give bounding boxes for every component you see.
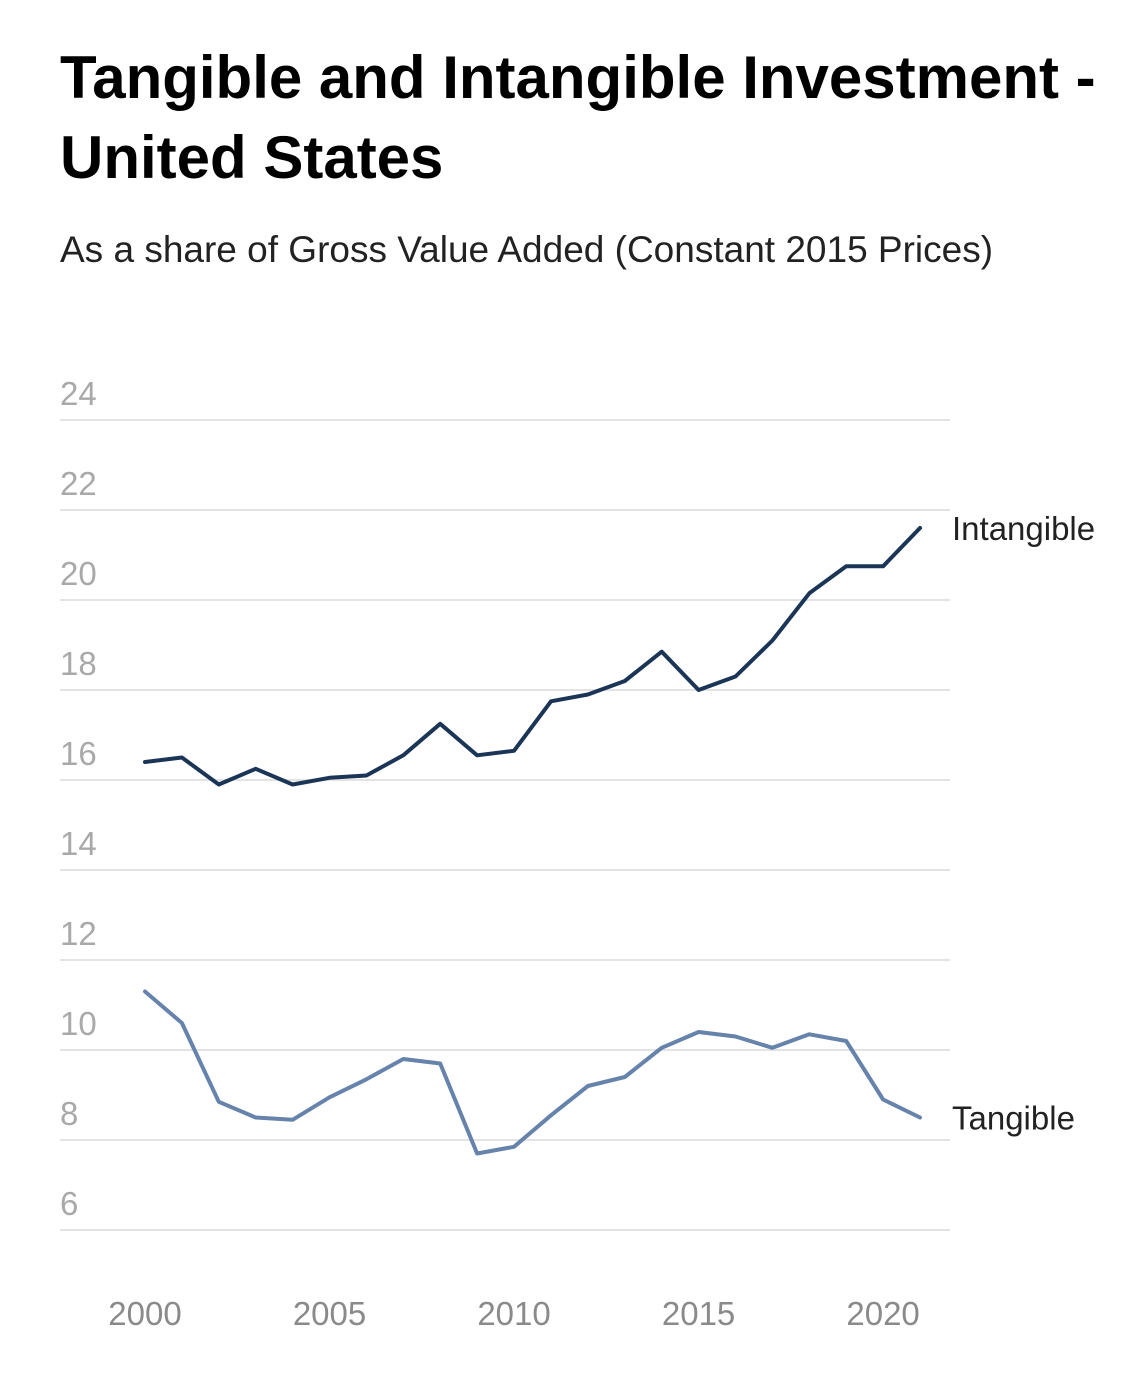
- y-tick-label: 16: [60, 735, 97, 772]
- series-lines: [143, 526, 922, 1156]
- x-tick-label: 2005: [293, 1295, 366, 1332]
- x-tick-label: 2020: [846, 1295, 919, 1332]
- series-label-intangible: Intangible: [952, 510, 1095, 547]
- series-line-intangible: [143, 526, 922, 787]
- series-line-tangible: [143, 989, 922, 1156]
- y-tick-label: 10: [60, 1005, 97, 1042]
- x-tick-label: 2010: [477, 1295, 550, 1332]
- y-tick-label: 12: [60, 915, 97, 952]
- chart-title: Tangible and Intangible Investment - Uni…: [60, 44, 1096, 191]
- y-axis: 24 22 20 18 16 14 12 10 8 6: [60, 375, 97, 1222]
- chart-subtitle: As a share of Gross Value Added (Constan…: [60, 229, 994, 270]
- series-label-tangible: Tangible: [952, 1100, 1075, 1137]
- series-labels: Intangible Tangible: [952, 510, 1095, 1137]
- y-tick-label: 20: [60, 555, 97, 592]
- gridlines: [60, 419, 950, 1231]
- x-axis: 2000 2005 2010 2015 2020: [108, 1295, 920, 1332]
- y-tick-label: 24: [60, 375, 97, 412]
- x-tick-label: 2015: [662, 1295, 735, 1332]
- y-tick-label: 14: [60, 825, 97, 862]
- y-tick-label: 8: [60, 1095, 78, 1132]
- x-tick-label: 2000: [108, 1295, 181, 1332]
- y-tick-label: 18: [60, 645, 97, 682]
- y-tick-label: 22: [60, 465, 97, 502]
- y-tick-label: 6: [60, 1185, 78, 1222]
